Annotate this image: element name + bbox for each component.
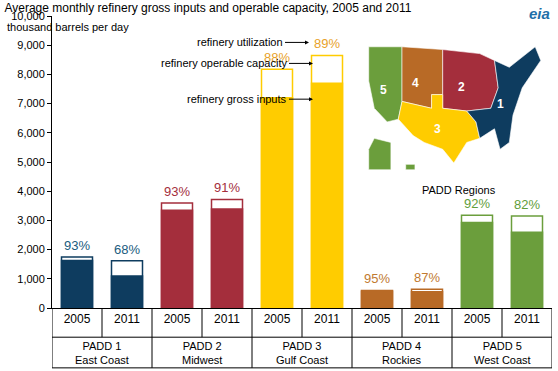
svg-text:7,000: 7,000 xyxy=(17,97,45,109)
svg-text:2005: 2005 xyxy=(164,312,191,326)
svg-text:PADD 4Rockies: PADD 4Rockies xyxy=(382,340,422,366)
svg-text:0: 0 xyxy=(39,302,45,314)
svg-text:2011: 2011 xyxy=(414,312,440,326)
svg-text:68%: 68% xyxy=(114,242,140,257)
svg-text:refinery operable capacity: refinery operable capacity xyxy=(161,57,287,69)
svg-text:PADD 2Midwest: PADD 2Midwest xyxy=(182,340,222,366)
svg-text:PADD 1East Coast: PADD 1East Coast xyxy=(75,340,129,366)
svg-text:87%: 87% xyxy=(414,270,440,285)
svg-text:2,000: 2,000 xyxy=(17,243,45,255)
svg-text:9,000: 9,000 xyxy=(17,39,45,51)
svg-text:82%: 82% xyxy=(514,197,540,212)
svg-text:2005: 2005 xyxy=(364,312,391,326)
svg-text:89%: 89% xyxy=(314,36,340,51)
svg-text:1: 1 xyxy=(497,97,504,111)
svg-text:4,000: 4,000 xyxy=(17,185,45,197)
svg-text:PADD 3Gulf Coast: PADD 3Gulf Coast xyxy=(276,340,328,366)
svg-text:93%: 93% xyxy=(164,184,190,199)
svg-text:8,000: 8,000 xyxy=(17,68,45,80)
svg-text:PADD 5West Coast: PADD 5West Coast xyxy=(474,340,531,366)
svg-text:2011: 2011 xyxy=(114,312,140,326)
svg-text:2005: 2005 xyxy=(264,312,291,326)
svg-text:refinery gross inputs: refinery gross inputs xyxy=(187,93,287,105)
svg-text:refinery utilization: refinery utilization xyxy=(197,36,283,48)
svg-text:6,000: 6,000 xyxy=(17,127,45,139)
svg-text:93%: 93% xyxy=(64,238,90,253)
svg-text:2011: 2011 xyxy=(214,312,240,326)
svg-text:2011: 2011 xyxy=(314,312,340,326)
svg-text:3: 3 xyxy=(434,122,441,136)
svg-text:eia: eia xyxy=(529,5,550,22)
svg-text:10,000: 10,000 xyxy=(11,10,45,22)
svg-text:thousand barrels per day: thousand barrels per day xyxy=(7,21,129,33)
svg-text:95%: 95% xyxy=(364,271,390,286)
svg-text:5,000: 5,000 xyxy=(17,156,45,168)
svg-text:2: 2 xyxy=(458,80,465,94)
svg-text:91%: 91% xyxy=(214,180,240,195)
svg-text:5: 5 xyxy=(380,83,387,97)
svg-text:4: 4 xyxy=(412,76,419,90)
svg-text:2011: 2011 xyxy=(514,312,540,326)
svg-text:Average monthly refinery gross: Average monthly refinery gross inputs an… xyxy=(4,1,411,15)
svg-text:92%: 92% xyxy=(464,196,490,211)
svg-text:88%: 88% xyxy=(264,50,290,65)
svg-text:PADD Regions: PADD Regions xyxy=(422,184,496,196)
svg-text:2005: 2005 xyxy=(64,312,91,326)
svg-text:3,000: 3,000 xyxy=(17,214,45,226)
svg-text:2005: 2005 xyxy=(464,312,491,326)
svg-text:1,000: 1,000 xyxy=(17,273,45,285)
